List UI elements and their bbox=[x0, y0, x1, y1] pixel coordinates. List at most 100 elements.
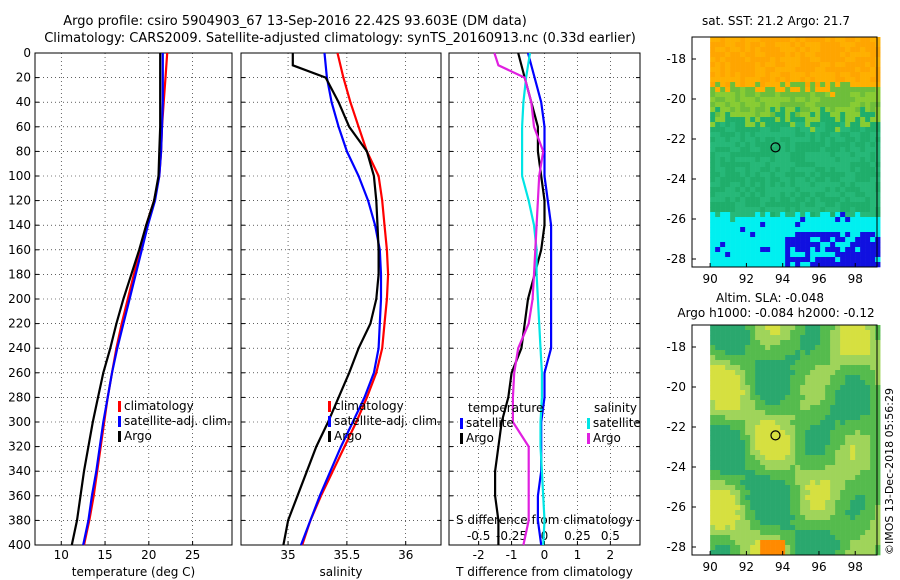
map-cell bbox=[850, 550, 856, 556]
map-cell bbox=[800, 62, 806, 68]
map-cell bbox=[750, 117, 756, 123]
map-cell bbox=[750, 107, 756, 113]
map-cell bbox=[765, 420, 771, 426]
map-cell bbox=[815, 340, 821, 346]
map-cell bbox=[805, 72, 811, 78]
map-cell bbox=[735, 127, 741, 133]
map-cell bbox=[765, 147, 771, 153]
map-cell bbox=[865, 52, 871, 58]
map-cell bbox=[820, 350, 826, 356]
map-cell bbox=[860, 530, 866, 536]
map-cell bbox=[820, 232, 826, 238]
map-cell bbox=[840, 435, 846, 441]
map-cell bbox=[870, 330, 876, 336]
map-cell bbox=[785, 42, 791, 48]
map-cell bbox=[840, 227, 846, 233]
map-cell bbox=[765, 67, 771, 73]
map-cell bbox=[745, 420, 751, 426]
map-cell bbox=[870, 257, 876, 263]
map-cell bbox=[735, 540, 741, 546]
map-cell bbox=[740, 550, 746, 556]
map-cell bbox=[770, 540, 776, 546]
temperature-legend-swatch bbox=[118, 431, 121, 442]
map-cell bbox=[845, 435, 851, 441]
map-cell bbox=[750, 47, 756, 53]
map-cell bbox=[755, 107, 761, 113]
map-cell bbox=[845, 147, 851, 153]
map-cell bbox=[780, 67, 786, 73]
map-cell bbox=[830, 455, 836, 461]
map-cell bbox=[865, 57, 871, 63]
map-cell bbox=[870, 52, 876, 58]
map-cell bbox=[730, 400, 736, 406]
map-cell bbox=[785, 132, 791, 138]
map-cell bbox=[760, 505, 766, 511]
map-cell bbox=[875, 405, 881, 411]
map-cell bbox=[780, 465, 786, 471]
map-cell bbox=[850, 475, 856, 481]
map-cell bbox=[795, 505, 801, 511]
map-cell bbox=[810, 237, 816, 243]
difference-panel: -2 -1 0 1 2-0.5 -0.25 0 0.25 0.5S difference fro… bbox=[448, 52, 641, 579]
map-cell bbox=[710, 107, 716, 113]
map-cell bbox=[805, 450, 811, 456]
map-cell bbox=[855, 117, 861, 123]
depth-tick-label: 160 bbox=[8, 243, 31, 257]
map-cell bbox=[815, 530, 821, 536]
map-cell bbox=[725, 102, 731, 108]
map-cell bbox=[775, 475, 781, 481]
sst-map-ytick-label: -24 bbox=[666, 172, 686, 186]
map-cell bbox=[855, 142, 861, 148]
map-cell bbox=[850, 415, 856, 421]
map-cell bbox=[845, 375, 851, 381]
map-cell bbox=[770, 545, 776, 551]
map-cell bbox=[870, 42, 876, 48]
map-cell bbox=[730, 147, 736, 153]
map-cell bbox=[775, 375, 781, 381]
map-cell bbox=[865, 485, 871, 491]
map-cell bbox=[780, 147, 786, 153]
map-cell bbox=[840, 117, 846, 123]
map-cell bbox=[760, 510, 766, 516]
map-cell bbox=[740, 400, 746, 406]
map-cell bbox=[850, 157, 856, 163]
map-cell bbox=[745, 217, 751, 223]
map-cell bbox=[835, 380, 841, 386]
map-cell bbox=[780, 72, 786, 78]
map-cell bbox=[810, 232, 816, 238]
map-cell bbox=[765, 550, 771, 556]
map-cell bbox=[855, 360, 861, 366]
map-cell bbox=[765, 400, 771, 406]
map-cell bbox=[795, 335, 801, 341]
map-cell bbox=[710, 237, 716, 243]
map-cell bbox=[875, 435, 881, 441]
map-cell bbox=[750, 62, 756, 68]
map-cell bbox=[770, 490, 776, 496]
map-cell bbox=[720, 435, 726, 441]
map-cell bbox=[830, 520, 836, 526]
map-cell bbox=[770, 340, 776, 346]
map-cell bbox=[855, 137, 861, 143]
map-cell bbox=[865, 400, 871, 406]
map-cell bbox=[720, 535, 726, 541]
map-cell bbox=[815, 197, 821, 203]
map-cell bbox=[720, 57, 726, 63]
map-cell bbox=[725, 247, 731, 253]
map-cell bbox=[750, 400, 756, 406]
map-cell bbox=[830, 187, 836, 193]
map-cell bbox=[755, 460, 761, 466]
map-cell bbox=[825, 345, 831, 351]
map-cell bbox=[800, 520, 806, 526]
map-cell bbox=[765, 127, 771, 133]
map-cell bbox=[860, 335, 866, 341]
map-cell bbox=[805, 435, 811, 441]
map-cell bbox=[760, 92, 766, 98]
map-cell bbox=[735, 500, 741, 506]
map-cell bbox=[810, 485, 816, 491]
map-cell bbox=[740, 445, 746, 451]
map-cell bbox=[770, 187, 776, 193]
map-cell bbox=[795, 340, 801, 346]
map-cell bbox=[815, 177, 821, 183]
map-cell bbox=[820, 142, 826, 148]
map-cell bbox=[810, 142, 816, 148]
